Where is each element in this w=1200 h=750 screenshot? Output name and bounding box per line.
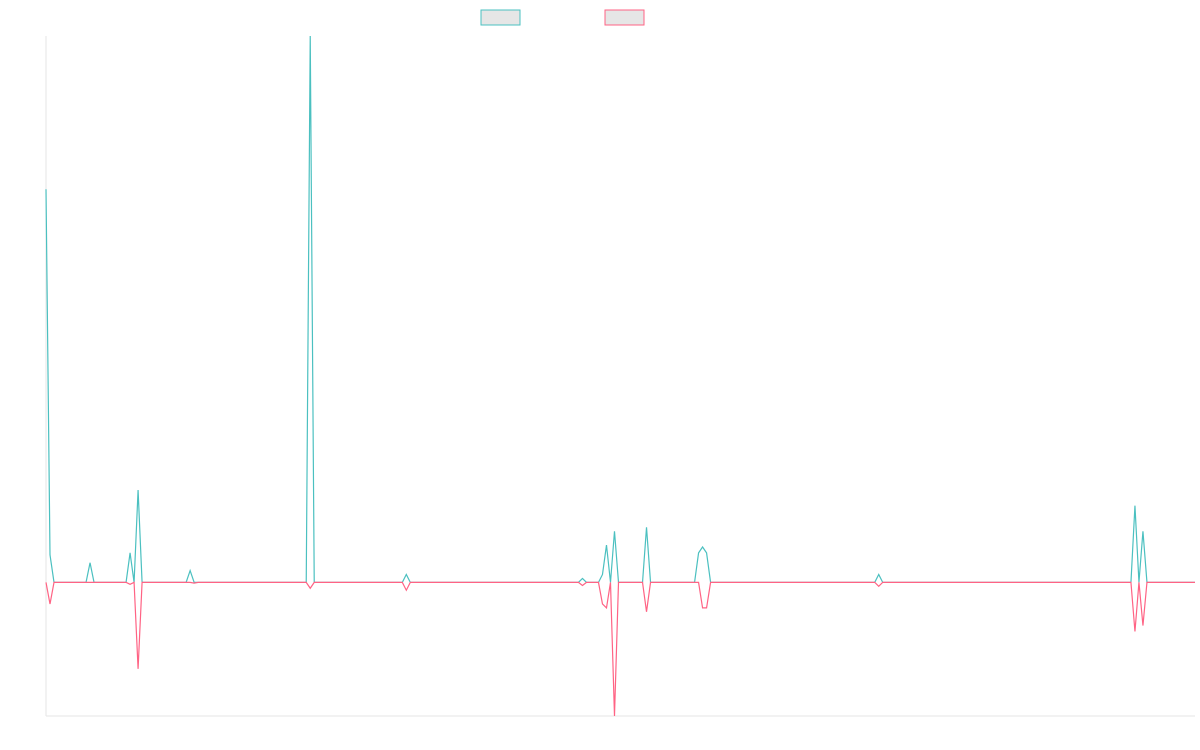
legend-swatch-2[interactable]: [604, 9, 645, 26]
series-line-2: [45, 581, 1195, 717]
legend-swatch-1[interactable]: [480, 9, 521, 26]
axes: [45, 36, 1195, 717]
series-layer: [45, 35, 1195, 717]
legend: [480, 9, 645, 26]
series-line-1: [45, 35, 1195, 583]
